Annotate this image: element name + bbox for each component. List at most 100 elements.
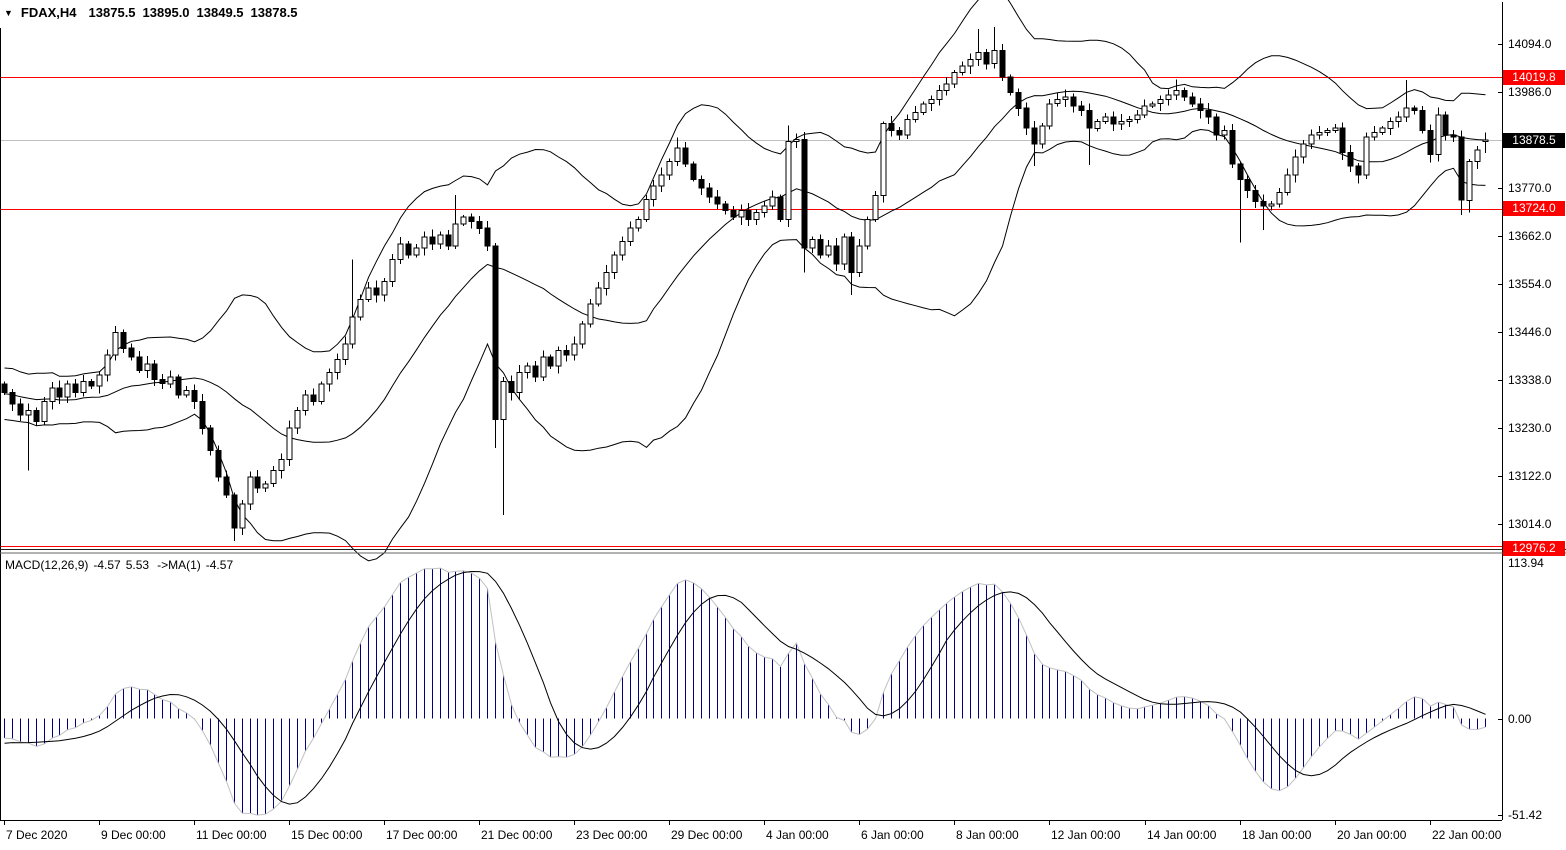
candle-body[interactable] <box>579 323 586 345</box>
candle-body[interactable] <box>540 356 547 378</box>
candle-body[interactable] <box>349 316 356 345</box>
candle-body[interactable] <box>239 503 246 529</box>
candle-body[interactable] <box>1244 178 1251 191</box>
candle-body[interactable] <box>294 409 301 429</box>
candle-body[interactable] <box>555 349 562 367</box>
candle-body[interactable] <box>936 89 943 100</box>
candle-body[interactable] <box>112 332 119 356</box>
candle-body[interactable] <box>872 194 879 220</box>
candle-body[interactable] <box>1015 92 1022 109</box>
candle-body[interactable] <box>999 49 1006 78</box>
candle-body[interactable] <box>825 245 832 256</box>
candle-body[interactable] <box>151 363 158 380</box>
candle-body[interactable] <box>508 381 515 394</box>
candle-body[interactable] <box>1442 114 1449 136</box>
candle-body[interactable] <box>627 227 634 242</box>
candle-body[interactable] <box>904 118 911 136</box>
candle-body[interactable] <box>56 387 63 398</box>
candle-body[interactable] <box>595 287 602 305</box>
candle-body[interactable] <box>706 187 713 198</box>
candle-body[interactable] <box>286 427 293 460</box>
candle-body[interactable] <box>159 378 166 385</box>
candle-body[interactable] <box>603 272 610 289</box>
candle-body[interactable] <box>1379 127 1386 134</box>
candle-body[interactable] <box>856 245 863 274</box>
candle-body[interactable] <box>1474 149 1481 163</box>
candle-body[interactable] <box>1347 152 1354 167</box>
candle-body[interactable] <box>674 147 681 162</box>
candle-body[interactable] <box>571 343 578 356</box>
candle-body[interactable] <box>1118 121 1125 125</box>
candle-body[interactable] <box>389 258 396 282</box>
candle-body[interactable] <box>318 383 325 403</box>
candle-body[interactable] <box>183 389 190 396</box>
candle-body[interactable] <box>864 218 871 247</box>
candle-body[interactable] <box>405 243 412 256</box>
candle-body[interactable] <box>524 365 531 374</box>
candle-body[interactable] <box>492 245 499 420</box>
candle-body[interactable] <box>191 389 198 402</box>
candle-body[interactable] <box>429 236 436 245</box>
candle-body[interactable] <box>342 343 349 360</box>
candle-body[interactable] <box>880 122 887 196</box>
candle-body[interactable] <box>1205 109 1212 118</box>
candle-body[interactable] <box>334 358 341 374</box>
candle-body[interactable] <box>611 254 618 274</box>
candle-body[interactable] <box>302 394 309 411</box>
candle-body[interactable] <box>967 58 974 67</box>
candle-body[interactable] <box>650 185 657 200</box>
candle-body[interactable] <box>1031 127 1038 145</box>
candle-body[interactable] <box>1237 163 1244 180</box>
candle-body[interactable] <box>793 138 800 143</box>
candle-body[interactable] <box>1173 89 1180 96</box>
candle-body[interactable] <box>452 223 459 247</box>
candle-body[interactable] <box>682 147 689 165</box>
candle-body[interactable] <box>745 209 752 220</box>
candle-body[interactable] <box>1189 96 1196 105</box>
candle-body[interactable] <box>120 332 127 349</box>
candle-body[interactable] <box>1395 116 1402 122</box>
candle-body[interactable] <box>397 243 404 260</box>
candle-body[interactable] <box>1332 127 1339 131</box>
candle-body[interactable] <box>714 196 721 205</box>
candle-body[interactable] <box>1165 94 1172 100</box>
candle-body[interactable] <box>1197 103 1204 112</box>
candle-body[interactable] <box>310 394 317 403</box>
candle-body[interactable] <box>666 161 673 176</box>
candle-body[interactable] <box>421 236 428 249</box>
candle-body[interactable] <box>848 236 855 274</box>
candle-body[interactable] <box>587 303 594 325</box>
candle-body[interactable] <box>983 52 990 65</box>
candle-body[interactable] <box>167 376 174 385</box>
candle-body[interactable] <box>1316 132 1323 136</box>
candle-body[interactable] <box>1411 107 1418 111</box>
candle-body[interactable] <box>809 238 816 249</box>
candle-body[interactable] <box>381 281 388 296</box>
candle-body[interactable] <box>270 469 277 485</box>
candle-body[interactable] <box>1308 134 1315 145</box>
candle-body[interactable] <box>1046 103 1053 127</box>
candle-body[interactable] <box>1054 98 1061 105</box>
candle-body[interactable] <box>1292 156 1299 176</box>
candle-body[interactable] <box>1007 76 1014 94</box>
candle-body[interactable] <box>1458 136 1465 201</box>
candle-body[interactable] <box>1324 129 1331 134</box>
candle-body[interactable] <box>500 381 507 420</box>
candle-body[interactable] <box>9 392 16 405</box>
candle-body[interactable] <box>357 298 364 318</box>
candle-body[interactable] <box>1363 136 1370 176</box>
candle-body[interactable] <box>1094 121 1101 129</box>
candle-body[interactable] <box>1284 174 1291 194</box>
candle-body[interactable] <box>1268 203 1275 207</box>
candle-body[interactable] <box>833 245 840 265</box>
candle-body[interactable] <box>1110 116 1117 125</box>
candle-body[interactable] <box>445 234 452 247</box>
candle-body[interactable] <box>532 365 539 378</box>
candle-body[interactable] <box>1062 96 1069 100</box>
candle-body[interactable] <box>104 354 111 376</box>
candle-body[interactable] <box>643 198 650 220</box>
candle-body[interactable] <box>1419 109 1426 131</box>
candle-body[interactable] <box>413 247 420 256</box>
candle-body[interactable] <box>753 212 760 220</box>
